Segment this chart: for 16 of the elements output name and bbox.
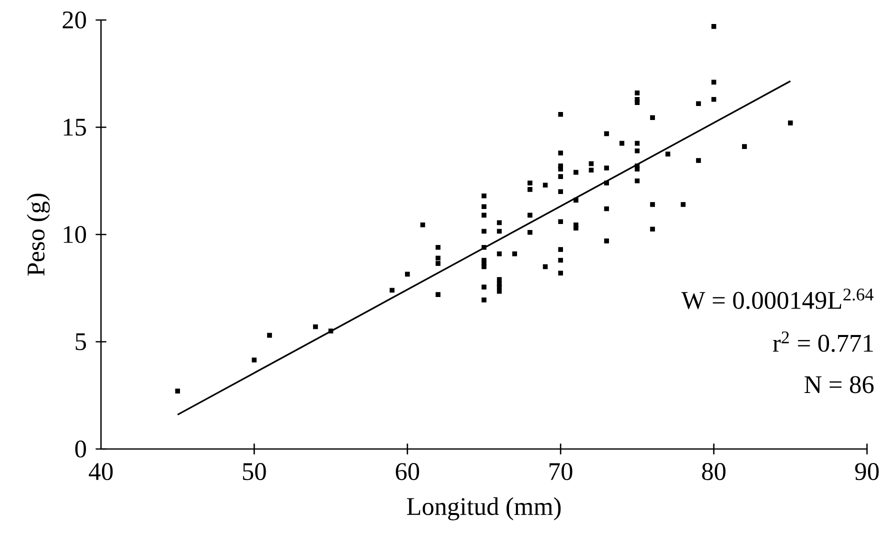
x-tick-label: 60 <box>396 463 420 480</box>
x-axis-title: Longitud (mm) <box>406 497 561 520</box>
annotation: N = 86 <box>804 376 874 394</box>
x-tick-label: 70 <box>550 463 572 480</box>
x-tick-label: 90 <box>855 463 879 480</box>
x-tick-label: 50 <box>243 463 266 480</box>
annotation: r$^{2}$ = 0.771 <box>772 332 873 352</box>
y-tick-label: 20 <box>62 11 86 29</box>
annotation: W = 0.000149L$^{2.64}$ <box>681 288 874 310</box>
x-tick-label: 40 <box>88 463 113 480</box>
y-tick-label: 5 <box>76 333 86 350</box>
y-tick-label: 0 <box>75 440 86 458</box>
y-tick-label: 15 <box>64 118 86 136</box>
y-tick-label: 10 <box>64 226 86 244</box>
x-tick-label: 80 <box>702 463 726 480</box>
y-axis-title: Peso (g) <box>26 194 50 276</box>
